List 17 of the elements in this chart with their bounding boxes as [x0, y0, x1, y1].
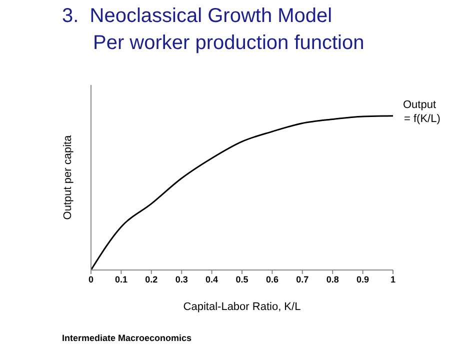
- x-axis-title: Capital-Labor Ratio, K/L: [183, 301, 301, 313]
- x-tick-label: 0.4: [206, 274, 218, 284]
- y-axis-title: Output per capita: [62, 134, 74, 220]
- x-tick-label: 0.8: [326, 274, 339, 284]
- text: Intermediate Macroeconomics: [62, 333, 192, 343]
- x-tick-label: 0.5: [236, 274, 248, 284]
- x-tick-label: 0.6: [266, 274, 278, 284]
- x-tick-label: 1: [390, 274, 396, 284]
- x-tick-label: 0.9: [356, 274, 370, 284]
- x-tick-label: 0.3: [175, 274, 188, 284]
- x-tick-label: 0.7: [296, 274, 309, 284]
- x-tick-label: 0.2: [145, 274, 158, 284]
- x-tick-label: 0: [88, 274, 94, 284]
- chart-title: 3. Neoclassical Growth Model: [62, 4, 332, 28]
- annotation: Output = f(K/L): [403, 98, 440, 125]
- x-tick-label: 0.1: [114, 274, 128, 284]
- chart-subtitle: Per worker production function: [93, 31, 364, 55]
